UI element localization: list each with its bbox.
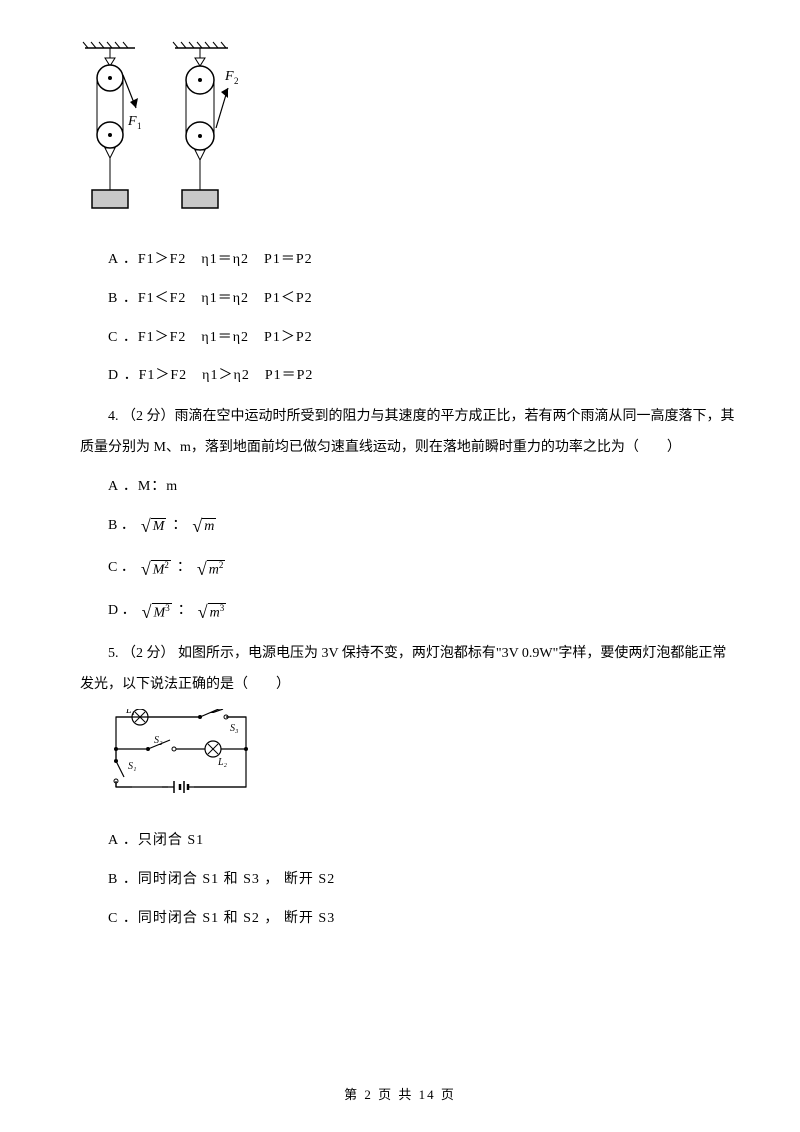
q4-text: 4. （2 分）雨滴在空中运动时所受到的阻力与其速度的平方成正比，若有两个雨滴从… [80,402,740,464]
svg-text:F: F [224,69,234,84]
pulley-diagram-row: F 1 F 2 [80,40,740,230]
q4-d-label: D ． [108,596,136,627]
colon: ： [172,511,186,542]
sqrt-m3: √m3 [198,603,227,621]
q4-option-b: B ． √M ： √m [108,511,740,542]
svg-text:S₂: S₂ [154,735,163,746]
circuit-diagram: L₁ S₃ S₂ L₂ S₁ [108,709,740,817]
q4-b-label: B ． [108,511,135,542]
sqrt-m2: √m2 [197,560,226,578]
q3-option-d: D ．F1＞F2 η1＞η2 P1＝P2 [108,361,740,392]
q5-option-a: A ．只闭合 S1 [108,826,740,857]
svg-text:F: F [127,114,137,129]
q3-option-a: A ．F1＞F2 η1＝η2 P1＝P2 [108,245,740,276]
page-footer: 第 2 页 共 14 页 [0,1081,800,1110]
sqrt-M: √M [141,517,167,535]
pulley-diagram-2: F 2 [170,40,245,230]
sqrt-M2: √M2 [141,560,171,578]
colon: ： [178,596,192,627]
svg-text:S₁: S₁ [128,761,136,772]
svg-text:L₂: L₂ [217,757,228,768]
q3-option-b: B ．F1＜F2 η1＝η2 P1＜P2 [108,284,740,315]
svg-text:1: 1 [137,121,142,131]
q4-c-label: C ． [108,553,135,584]
svg-text:S₃: S₃ [230,723,239,734]
pulley-diagram-1: F 1 [80,40,150,230]
q4-option-c: C ． √M2 ： √m2 [108,553,740,584]
sqrt-m: √m [192,517,216,535]
svg-text:2: 2 [234,76,239,86]
q4-option-d: D ． √M3 ： √m3 [108,596,740,627]
colon: ： [177,553,191,584]
q5-text: 5. （2 分） 如图所示，电源电压为 3V 保持不变，两灯泡都标有"3V 0.… [80,639,740,701]
q5-option-c: C ．同时闭合 S1 和 S2 ， 断开 S3 [108,904,740,935]
q4-option-a: A ．M：m [108,472,740,503]
sqrt-M3: √M3 [142,603,172,621]
q3-option-c: C ．F1＞F2 η1＝η2 P1＞P2 [108,323,740,354]
svg-text:L₁: L₁ [125,709,135,716]
q5-option-b: B ．同时闭合 S1 和 S3 ， 断开 S2 [108,865,740,896]
